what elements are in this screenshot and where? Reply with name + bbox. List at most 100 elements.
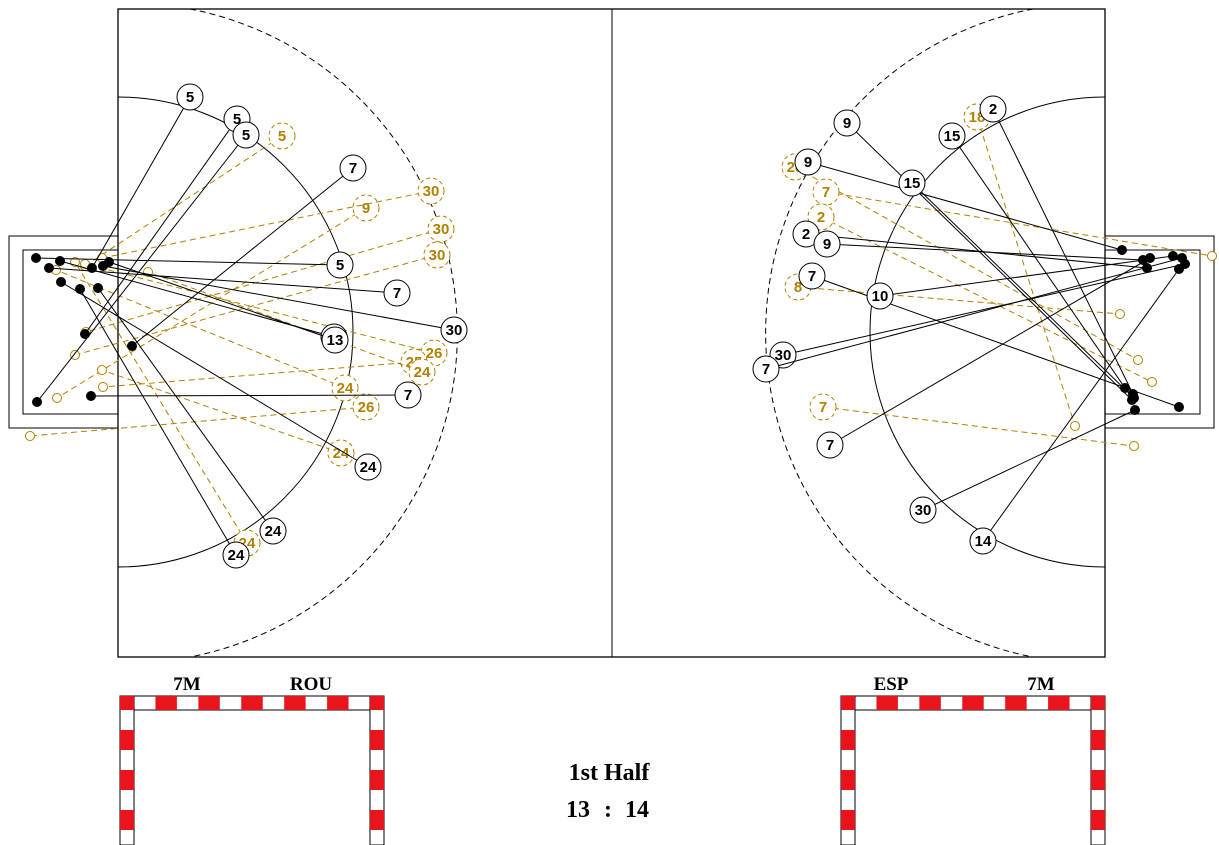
shot-line	[60, 281, 369, 468]
shot-line	[992, 108, 1134, 395]
shot-origin-marker-goal	[1142, 263, 1152, 273]
shot-player-number: 10	[872, 288, 889, 305]
post-stripe	[370, 810, 384, 830]
shot-line	[101, 190, 432, 259]
shot-label-circle	[259, 517, 287, 545]
shot-line	[807, 161, 1123, 251]
shot-origin-marker-goal	[1117, 245, 1127, 255]
shot-origin-marker-missed	[1070, 421, 1080, 431]
left-goal-diagram	[119, 695, 385, 845]
shot-label-circle	[176, 83, 204, 111]
shot-origin-marker-missed	[1129, 441, 1139, 451]
shot-line	[102, 361, 415, 388]
shot-line	[829, 257, 1151, 446]
shot-label-circle	[268, 122, 296, 150]
shot-player-number: 2	[802, 226, 810, 243]
shot-line	[826, 243, 1144, 261]
post-stripe	[120, 696, 134, 710]
shot-label-circle	[232, 121, 260, 149]
score-home: 13	[566, 797, 590, 823]
shot-label-circle	[354, 453, 382, 481]
shot-player-number: 7	[349, 160, 357, 177]
shot-origin-marker-goal	[1174, 402, 1184, 412]
shot-label-circle	[423, 241, 451, 269]
shot-origin-marker-missed	[1133, 355, 1143, 365]
crossbar-stripe	[241, 696, 263, 710]
shot-label-circle	[321, 326, 349, 354]
shot-line	[820, 216, 1153, 383]
shot-player-number: 24	[414, 364, 431, 381]
post-stripe	[841, 770, 855, 790]
shot-player-number: 7	[826, 437, 834, 454]
post-stripe	[1091, 696, 1105, 710]
shot-label-circle	[752, 355, 780, 383]
shot-line	[805, 233, 1148, 269]
shot-player-number: 24	[360, 459, 377, 476]
shot-label-circle	[979, 95, 1007, 123]
right-goal-diagram	[840, 695, 1106, 845]
post-stripe	[1091, 810, 1105, 830]
shot-origin-marker-goal	[1130, 405, 1140, 415]
shot-label-circle	[427, 215, 455, 243]
crossbar-stripe	[284, 696, 306, 710]
shot-line	[48, 267, 398, 294]
shot-origin-marker-goal	[55, 256, 65, 266]
shot-line	[825, 191, 1213, 257]
shot-origin-marker-goal	[1177, 253, 1187, 263]
shot-player-number: 9	[823, 236, 831, 253]
shot-player-number: 2	[817, 209, 825, 226]
shot-origin-marker-missed	[98, 382, 108, 392]
shot-line	[976, 116, 1076, 427]
shot-label-circle	[331, 374, 359, 402]
shot-player-number: 14	[975, 533, 992, 550]
shot-player-number: 5	[186, 89, 194, 106]
right-goal-box-outer	[1104, 235, 1215, 429]
shot-player-number: 24	[337, 380, 354, 397]
post-stripe	[841, 730, 855, 750]
shot-line	[29, 406, 367, 437]
shot-player-number: 5	[336, 257, 344, 274]
shot-origin-marker-goal	[1129, 393, 1139, 403]
missed-shots-layer: 593030302625242426242418287287	[25, 103, 1217, 557]
shot-origin-marker-goal	[75, 284, 85, 294]
shot-label-circle	[807, 203, 835, 231]
shot-label-circle	[383, 279, 411, 307]
shot-player-number: 7	[404, 387, 412, 404]
shot-label-circle	[394, 381, 422, 409]
shot-player-number: 30	[433, 221, 450, 238]
shot-player-number: 9	[362, 200, 370, 217]
shot-origin-marker-goal	[32, 397, 42, 407]
right-goal-7m-label: 7M	[1027, 674, 1055, 695]
shot-line	[147, 271, 423, 373]
shot-line	[55, 269, 346, 389]
shot-player-number: 7	[819, 399, 827, 416]
shot-label-circle	[420, 339, 448, 367]
shot-player-number: 7	[762, 361, 770, 378]
shot-label-circle	[794, 148, 822, 176]
crossbar-stripe	[1005, 696, 1027, 710]
post-stripe	[370, 770, 384, 790]
post-stripe	[1091, 770, 1105, 790]
post-stripe	[1091, 730, 1105, 750]
shot-label-circle	[813, 230, 841, 258]
shot-origin-marker-goal	[1174, 264, 1184, 274]
crossbar-stripe	[962, 696, 984, 710]
shot-label-circle	[866, 282, 894, 310]
shot-label-circle	[816, 431, 844, 459]
shot-label-circle	[809, 393, 837, 421]
shot-line	[911, 182, 1135, 399]
shot-label-circle	[798, 262, 826, 290]
shot-line	[782, 263, 1186, 356]
post-stripe	[370, 696, 384, 710]
shot-label-circle	[440, 316, 468, 344]
shot-line	[35, 257, 341, 266]
shot-origin-marker-goal	[1145, 253, 1155, 263]
shot-line	[84, 118, 238, 335]
shot-label-circle	[938, 122, 966, 150]
shot-line	[131, 167, 354, 347]
shot-origin-marker-goal	[104, 257, 114, 267]
shot-player-number: 2	[989, 101, 997, 118]
shot-label-circle	[909, 496, 937, 524]
post-stripe	[120, 770, 134, 790]
